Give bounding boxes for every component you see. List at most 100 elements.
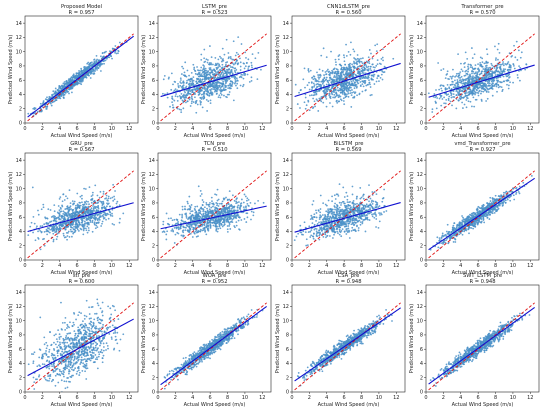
data-point [222, 58, 224, 60]
data-point [457, 92, 460, 95]
data-point [213, 69, 216, 72]
data-point [30, 221, 33, 224]
data-point [315, 98, 318, 101]
data-point [91, 219, 94, 222]
data-point [172, 230, 175, 233]
y-tick-label: 14 [283, 21, 289, 27]
data-point [335, 92, 338, 95]
data-point [193, 68, 195, 71]
data-point [194, 205, 197, 208]
data-point [173, 226, 176, 229]
data-point [519, 79, 521, 82]
data-point [66, 205, 69, 208]
data-point [66, 235, 69, 237]
x-tick-label: 12 [259, 126, 265, 132]
data-point [507, 87, 510, 90]
data-point [481, 86, 484, 89]
data-point [461, 70, 464, 73]
data-point [67, 216, 70, 219]
data-point [97, 207, 100, 210]
data-point [233, 67, 236, 70]
data-point [343, 87, 346, 90]
data-point [451, 104, 453, 107]
data-point [45, 106, 48, 108]
data-point [329, 102, 331, 104]
data-point [497, 84, 500, 87]
data-point [93, 58, 95, 61]
data-point [487, 91, 490, 93]
data-point [201, 199, 204, 201]
data-point [225, 63, 227, 66]
data-point [85, 203, 88, 206]
data-point [109, 214, 112, 217]
x-tick-label: 2 [41, 263, 44, 269]
data-point [340, 77, 342, 80]
data-point [247, 68, 250, 70]
data-point [88, 212, 90, 215]
data-point [234, 209, 237, 212]
data-point [111, 196, 114, 199]
data-point [488, 80, 491, 83]
data-point [499, 85, 501, 88]
data-point [100, 63, 103, 66]
data-point [179, 97, 182, 100]
data-point [184, 61, 187, 64]
data-point [235, 68, 238, 71]
scatter-points [161, 185, 265, 246]
data-point [234, 54, 237, 57]
data-point [93, 60, 96, 63]
data-point [443, 102, 446, 105]
data-point [235, 224, 238, 227]
data-point [368, 62, 371, 65]
data-point [483, 62, 486, 65]
data-point [348, 65, 350, 68]
data-point [231, 83, 234, 86]
data-point [162, 92, 164, 95]
data-point [218, 84, 221, 87]
data-point [73, 231, 75, 234]
data-point [460, 68, 463, 71]
y-tick-label: 2 [152, 106, 155, 112]
data-point [329, 76, 332, 79]
data-point [174, 233, 177, 236]
data-point [201, 87, 204, 89]
data-point [502, 64, 505, 67]
data-point [97, 206, 100, 209]
data-point [56, 211, 59, 214]
data-point [216, 67, 219, 70]
data-point [167, 77, 170, 80]
x-tick-label: 0 [23, 126, 26, 132]
data-point [353, 60, 355, 63]
data-point [84, 201, 87, 204]
data-point [95, 202, 97, 205]
data-point [58, 97, 60, 100]
data-point [171, 219, 174, 222]
data-point [212, 82, 215, 84]
data-point [481, 57, 484, 60]
data-point [72, 74, 74, 77]
data-point [323, 76, 326, 79]
data-point [48, 95, 51, 98]
data-point [256, 78, 259, 81]
data-point [78, 82, 81, 85]
data-point [77, 230, 80, 232]
data-point [205, 58, 208, 61]
data-point [229, 55, 232, 58]
data-point [356, 67, 359, 70]
data-point [185, 96, 188, 98]
data-point [190, 77, 193, 80]
data-point [457, 53, 459, 56]
data-point [473, 53, 476, 56]
data-point [89, 77, 92, 79]
data-point [348, 72, 351, 75]
data-point [458, 73, 461, 75]
data-point [490, 62, 493, 65]
data-point [483, 83, 486, 86]
data-point [374, 66, 376, 69]
data-point [216, 88, 219, 91]
data-point [331, 78, 334, 81]
data-point [306, 84, 309, 87]
data-point [240, 219, 243, 221]
data-point [53, 204, 56, 207]
data-point [87, 227, 90, 229]
